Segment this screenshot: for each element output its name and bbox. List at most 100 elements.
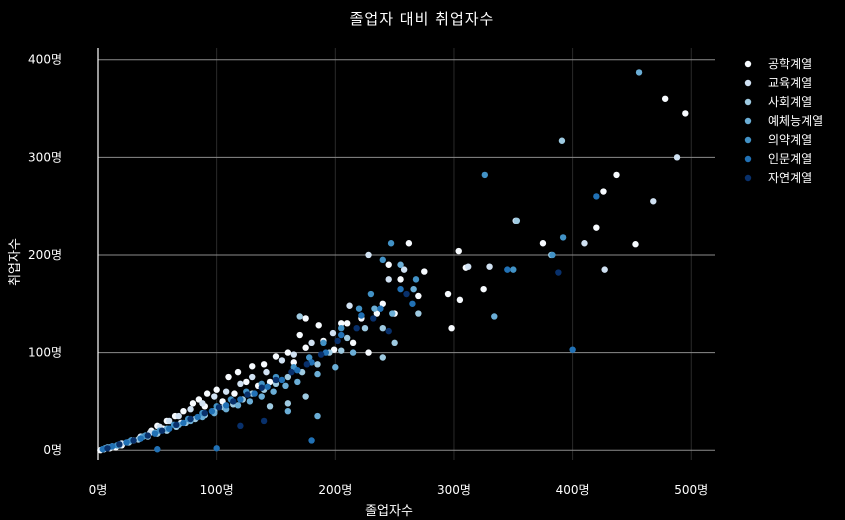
data-point bbox=[377, 305, 384, 312]
data-point bbox=[266, 378, 274, 386]
data-point bbox=[569, 346, 576, 353]
data-point bbox=[613, 171, 620, 179]
data-point bbox=[263, 368, 270, 376]
data-point bbox=[400, 266, 408, 273]
data-point bbox=[290, 359, 297, 366]
data-point bbox=[180, 419, 187, 427]
data-point bbox=[349, 339, 357, 347]
data-point bbox=[365, 251, 372, 259]
x-tick-label: 300명 bbox=[437, 483, 471, 497]
legend-marker bbox=[744, 136, 752, 144]
data-point bbox=[264, 383, 271, 390]
legend-item[interactable]: 공학계열 bbox=[744, 57, 812, 71]
data-point bbox=[635, 69, 643, 76]
data-point bbox=[130, 437, 137, 444]
data-point bbox=[165, 425, 173, 432]
data-point bbox=[513, 217, 521, 225]
legend-marker bbox=[744, 155, 752, 163]
data-point bbox=[650, 198, 657, 205]
data-point bbox=[444, 290, 452, 298]
data-points bbox=[97, 69, 689, 454]
data-point bbox=[448, 324, 455, 332]
legend-marker bbox=[744, 117, 752, 125]
data-point bbox=[465, 263, 472, 270]
data-point bbox=[661, 95, 669, 102]
data-point bbox=[314, 361, 321, 368]
data-point bbox=[244, 391, 251, 398]
data-point bbox=[165, 417, 173, 425]
data-point bbox=[278, 376, 286, 384]
legend-label: 인문계열 bbox=[768, 152, 812, 166]
data-point bbox=[199, 400, 206, 407]
data-point bbox=[173, 421, 180, 429]
data-point bbox=[387, 240, 395, 247]
data-point bbox=[338, 347, 345, 354]
data-point bbox=[330, 346, 338, 353]
legend-marker bbox=[744, 174, 752, 182]
legend-item[interactable]: 사회계열 bbox=[744, 95, 812, 109]
data-point bbox=[278, 357, 286, 364]
data-point bbox=[405, 240, 413, 247]
data-point bbox=[294, 378, 301, 386]
data-point bbox=[370, 315, 377, 322]
data-point bbox=[353, 324, 360, 332]
y-tick-label: 0명 bbox=[43, 443, 62, 457]
legend-label: 사회계열 bbox=[768, 95, 812, 109]
data-point bbox=[308, 437, 315, 444]
data-point bbox=[486, 263, 493, 270]
data-point bbox=[201, 409, 208, 417]
data-point bbox=[137, 435, 144, 442]
y-tick-label: 200명 bbox=[28, 248, 62, 262]
legend-item[interactable]: 의약계열 bbox=[744, 132, 812, 147]
data-point bbox=[385, 276, 392, 283]
x-tick-label: 200명 bbox=[318, 483, 352, 497]
data-point bbox=[379, 354, 386, 361]
data-point bbox=[123, 439, 130, 446]
data-point bbox=[237, 380, 244, 388]
data-point bbox=[154, 446, 161, 453]
data-point bbox=[338, 320, 345, 327]
legend-label: 공학계열 bbox=[768, 57, 812, 71]
legend-item[interactable]: 예체능계열 bbox=[744, 114, 823, 128]
legend-item[interactable]: 교육계열 bbox=[744, 76, 812, 90]
data-point bbox=[213, 445, 220, 452]
data-point bbox=[260, 417, 268, 425]
data-point bbox=[99, 446, 106, 453]
data-point bbox=[284, 349, 292, 356]
legend-item[interactable]: 자연계열 bbox=[744, 171, 812, 185]
data-point bbox=[249, 363, 256, 370]
data-point bbox=[481, 171, 489, 179]
data-point bbox=[397, 285, 404, 293]
legend-marker bbox=[744, 60, 752, 68]
data-point bbox=[230, 398, 237, 405]
legend-item[interactable]: 인문계열 bbox=[744, 152, 812, 166]
data-point bbox=[234, 402, 242, 409]
data-point bbox=[593, 193, 600, 200]
series-6 bbox=[104, 269, 562, 452]
data-point bbox=[288, 368, 295, 376]
data-point bbox=[539, 240, 547, 247]
legend-marker bbox=[744, 98, 752, 106]
data-point bbox=[116, 441, 123, 448]
data-point bbox=[480, 285, 487, 293]
data-point bbox=[632, 241, 639, 248]
x-tick-label: 400명 bbox=[556, 483, 590, 497]
data-point bbox=[203, 390, 211, 397]
data-point bbox=[282, 382, 289, 390]
data-point bbox=[397, 261, 404, 268]
data-point bbox=[222, 402, 230, 409]
data-point bbox=[258, 393, 265, 400]
data-point bbox=[284, 373, 292, 381]
data-point bbox=[294, 366, 301, 374]
data-point bbox=[296, 331, 303, 339]
data-point bbox=[415, 292, 422, 300]
data-point bbox=[290, 351, 297, 358]
data-point bbox=[329, 329, 337, 337]
data-point bbox=[389, 310, 396, 317]
data-point bbox=[211, 393, 218, 400]
data-point bbox=[456, 296, 464, 304]
x-tick-label: 100명 bbox=[200, 483, 234, 497]
